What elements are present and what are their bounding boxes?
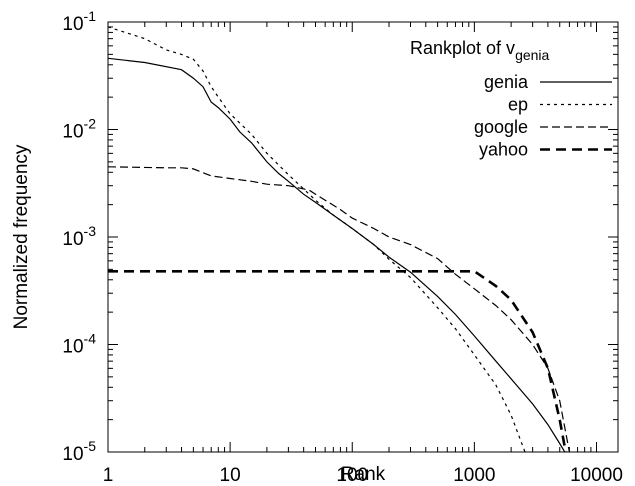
series-line-ep xyxy=(108,26,526,452)
legend-title-prefix: Rankplot of v xyxy=(410,38,515,58)
y-tick-exponent: -2 xyxy=(84,116,97,132)
y-tick-base: 10 xyxy=(62,229,83,250)
y-tick-base: 10 xyxy=(62,337,83,358)
x-tick-label: 1 xyxy=(103,465,114,486)
y-axis-label: Normalized frequency xyxy=(11,144,32,329)
series-layer xyxy=(108,26,570,452)
y-tick-exponent: -1 xyxy=(84,8,97,24)
y-tick-label: 10-2 xyxy=(62,116,96,143)
legend-title-subscript: genia xyxy=(515,47,549,63)
series-line-genia xyxy=(108,57,566,452)
legend-title: Rankplot of vgenia xyxy=(410,38,550,63)
y-tick-exponent: -3 xyxy=(84,223,97,239)
y-tick-base: 10 xyxy=(62,122,83,143)
y-tick-label: 10-5 xyxy=(62,438,96,465)
y-tick-label: 10-4 xyxy=(62,331,96,358)
x-tick-label: 1000 xyxy=(453,465,495,486)
y-tick-label: 10-3 xyxy=(62,223,96,250)
legend-label-genia: genia xyxy=(484,72,529,92)
y-tick-exponent: -4 xyxy=(84,331,97,347)
y-tick-base: 10 xyxy=(62,444,83,465)
series-line-yahoo xyxy=(108,270,567,452)
x-tick-label: 100 xyxy=(336,465,368,486)
x-tick-label: 10000 xyxy=(570,465,623,486)
y-tick-label: 10-1 xyxy=(62,8,96,35)
legend-label-yahoo: yahoo xyxy=(479,140,528,160)
x-tick-label: 10 xyxy=(220,465,241,486)
series-line-google xyxy=(108,166,570,452)
x-axis-label: Rank xyxy=(341,464,386,485)
y-tick-base: 10 xyxy=(62,14,83,35)
y-tick-exponent: -5 xyxy=(84,438,97,454)
legend-label-google: google xyxy=(474,117,528,137)
legend-label-ep: ep xyxy=(508,95,528,115)
